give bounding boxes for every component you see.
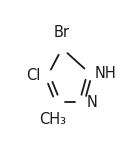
- Text: NH: NH: [95, 66, 117, 81]
- Text: Cl: Cl: [27, 69, 41, 83]
- Text: N: N: [87, 95, 98, 110]
- Text: CH₃: CH₃: [39, 112, 66, 127]
- Text: Br: Br: [54, 25, 70, 40]
